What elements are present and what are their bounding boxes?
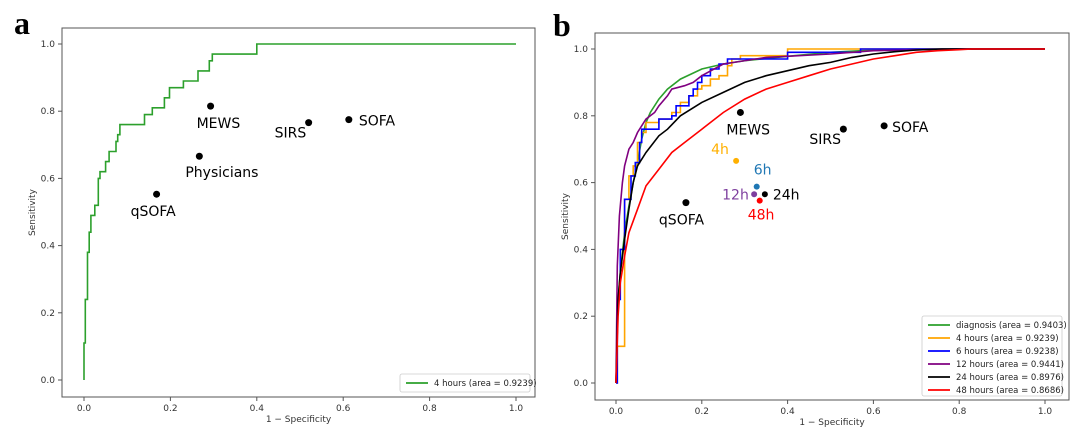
legend-entry: 24 hours (area = 0.8976): [928, 373, 1064, 383]
point-12h: [751, 191, 758, 198]
series-layer: [615, 48, 1045, 384]
legend-label: 4 hours (area = 0.9239): [434, 379, 537, 389]
x-tick-label: 1.0: [1038, 407, 1053, 417]
y-axis-label: Sensitivity: [28, 188, 38, 236]
legend-entry: 48 hours (area = 0.8686): [928, 386, 1064, 396]
point-label-mews: MEWS: [726, 122, 770, 138]
point-label-48h: 48h: [748, 208, 775, 224]
plot-frame: [594, 32, 1070, 401]
x-tick-label: 0.0: [77, 404, 92, 414]
y-tick-label: 0.6: [41, 174, 56, 184]
y-tick-label: 1.0: [41, 40, 56, 50]
point-qsofa: [153, 190, 161, 198]
point-4h: [733, 157, 740, 164]
legend-label: 24 hours (area = 0.8976): [956, 373, 1064, 383]
legend-entry: 4 hours (area = 0.9239): [928, 334, 1059, 344]
point-label-12h: 12h: [722, 187, 749, 203]
point-label-sirs: SIRS: [809, 132, 841, 148]
y-tick-label: 0.4: [574, 245, 589, 255]
legend-label: 4 hours (area = 0.9239): [956, 334, 1059, 344]
y-tick-label: 0.2: [574, 312, 588, 322]
axis-ticks: 0.0 0.2 0.4 0.6 0.8 1.0 0.0 0.2 0.4 0.6 0.8 1.0: [574, 45, 1053, 417]
point-label-4h: 4h: [711, 142, 729, 158]
point-mews: [207, 102, 215, 110]
plot-frame: [61, 27, 536, 398]
panel-letter-b: b: [553, 7, 571, 43]
roc-curve-12-hours: [615, 48, 1045, 384]
y-tick-label: 0.2: [41, 309, 55, 319]
x-tick-label: 0.2: [695, 407, 709, 417]
x-tick-label: 0.8: [952, 407, 967, 417]
x-tick-label: 0.6: [866, 407, 881, 417]
point-mews: [736, 108, 744, 116]
series-layer: [83, 43, 516, 380]
x-axis-label: 1 − Specificity: [266, 415, 332, 425]
point-sofa: [345, 116, 353, 124]
point-label-physicians: Physicians: [185, 165, 258, 181]
y-tick-label: 0.8: [41, 107, 56, 117]
legend: 4 hours (area = 0.9239): [399, 373, 537, 393]
point-label-mews: MEWS: [197, 116, 241, 132]
points-layer: MEWS Physicians qSOFA SIRS SOFA: [131, 102, 396, 220]
roc-curve-4-hours: [83, 43, 516, 380]
points-layer: MEWS SIRS SOFA qSOFA 4h 6h 12h 24h 48h: [659, 108, 929, 229]
legend-box: [399, 373, 531, 393]
point-sirs: [305, 119, 313, 127]
legend-entry: 6 hours (area = 0.9238): [928, 347, 1059, 357]
y-tick-label: 0.8: [574, 112, 589, 122]
point-physicians: [195, 152, 203, 160]
point-48h: [756, 197, 763, 204]
x-tick-label: 0.6: [336, 404, 351, 414]
y-tick-label: 0.0: [574, 379, 589, 389]
legend-label: diagnosis (area = 0.9403): [956, 321, 1067, 331]
point-sofa: [880, 122, 888, 130]
point-6h: [753, 183, 760, 190]
legend-box: [921, 315, 1063, 397]
y-axis-label: Sensitivity: [561, 192, 571, 240]
x-tick-label: 0.4: [250, 404, 265, 414]
point-label-sofa: SOFA: [359, 114, 396, 130]
roc-curve-48-hours: [615, 48, 1045, 384]
panel-a-roc-chart: a 1 − Specificity Sensitivity 0.0 0.2 0.4 0…: [14, 5, 537, 425]
panel-letter-a: a: [14, 5, 30, 41]
y-tick-label: 0.4: [41, 242, 56, 252]
legend-entry: diagnosis (area = 0.9403): [928, 321, 1067, 331]
x-tick-label: 0.8: [422, 404, 437, 414]
point-label-qsofa: qSOFA: [131, 204, 177, 220]
legend-entry: 12 hours (area = 0.9441): [928, 360, 1064, 370]
x-axis-label: 1 − Specificity: [799, 418, 865, 428]
x-tick-label: 1.0: [509, 404, 524, 414]
legend-label: 6 hours (area = 0.9238): [956, 347, 1059, 357]
y-tick-label: 0.0: [41, 376, 56, 386]
roc-curve-24-hours: [615, 48, 1045, 384]
legend-entry: 4 hours (area = 0.9239): [406, 379, 537, 389]
y-tick-label: 0.6: [574, 179, 589, 189]
x-tick-label: 0.0: [609, 407, 624, 417]
point-label-sofa: SOFA: [892, 120, 929, 136]
panel-b-roc-chart: b 1 − Specificity Sensitivity 0.0 0.2 0.4 0…: [553, 7, 1070, 428]
legend: diagnosis (area = 0.9403) 4 hours (area =…: [921, 315, 1067, 397]
x-tick-label: 0.4: [780, 407, 795, 417]
x-tick-label: 0.2: [163, 404, 177, 414]
axis-ticks: 0.0 0.2 0.4 0.6 0.8 1.0 0.0 0.2 0.4 0.6 0.8 1.0: [41, 40, 524, 414]
legend-label: 48 hours (area = 0.8686): [956, 386, 1064, 396]
legend-label: 12 hours (area = 0.9441): [956, 360, 1064, 370]
point-24h: [761, 191, 768, 198]
point-label-qsofa: qSOFA: [659, 213, 705, 229]
point-qsofa: [682, 199, 690, 207]
point-sirs: [839, 125, 847, 133]
point-label-24h: 24h: [773, 187, 800, 203]
point-label-6h: 6h: [754, 163, 772, 179]
point-label-sirs: SIRS: [275, 126, 307, 142]
y-tick-label: 1.0: [574, 45, 589, 55]
